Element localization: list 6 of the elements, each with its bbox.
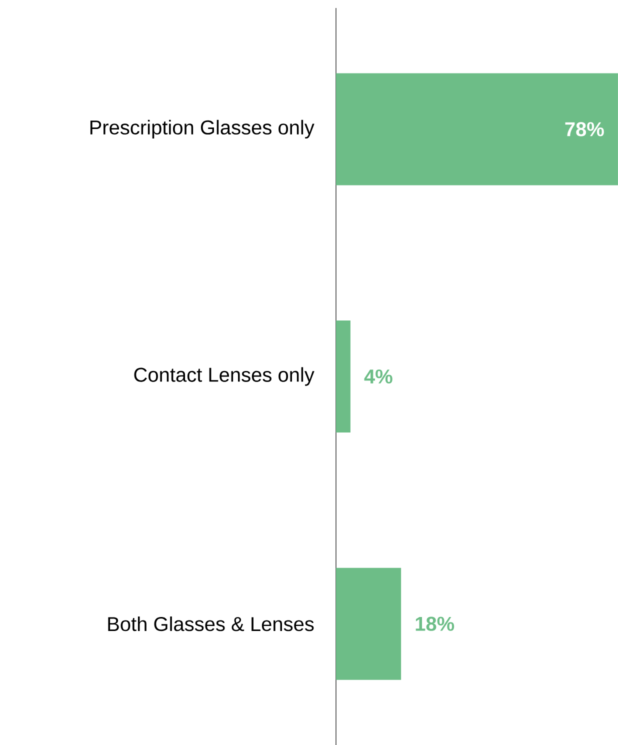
data-label: 4% — [364, 369, 392, 384]
data-label: 78% — [565, 122, 604, 136]
data-label: 18% — [416, 616, 454, 631]
y-tick-label: Prescription Glasses only — [90, 120, 314, 139]
y-tick-label: Contact Lenses only — [134, 367, 314, 386]
y-tick-label: Both Glasses & Lenses — [108, 616, 314, 632]
